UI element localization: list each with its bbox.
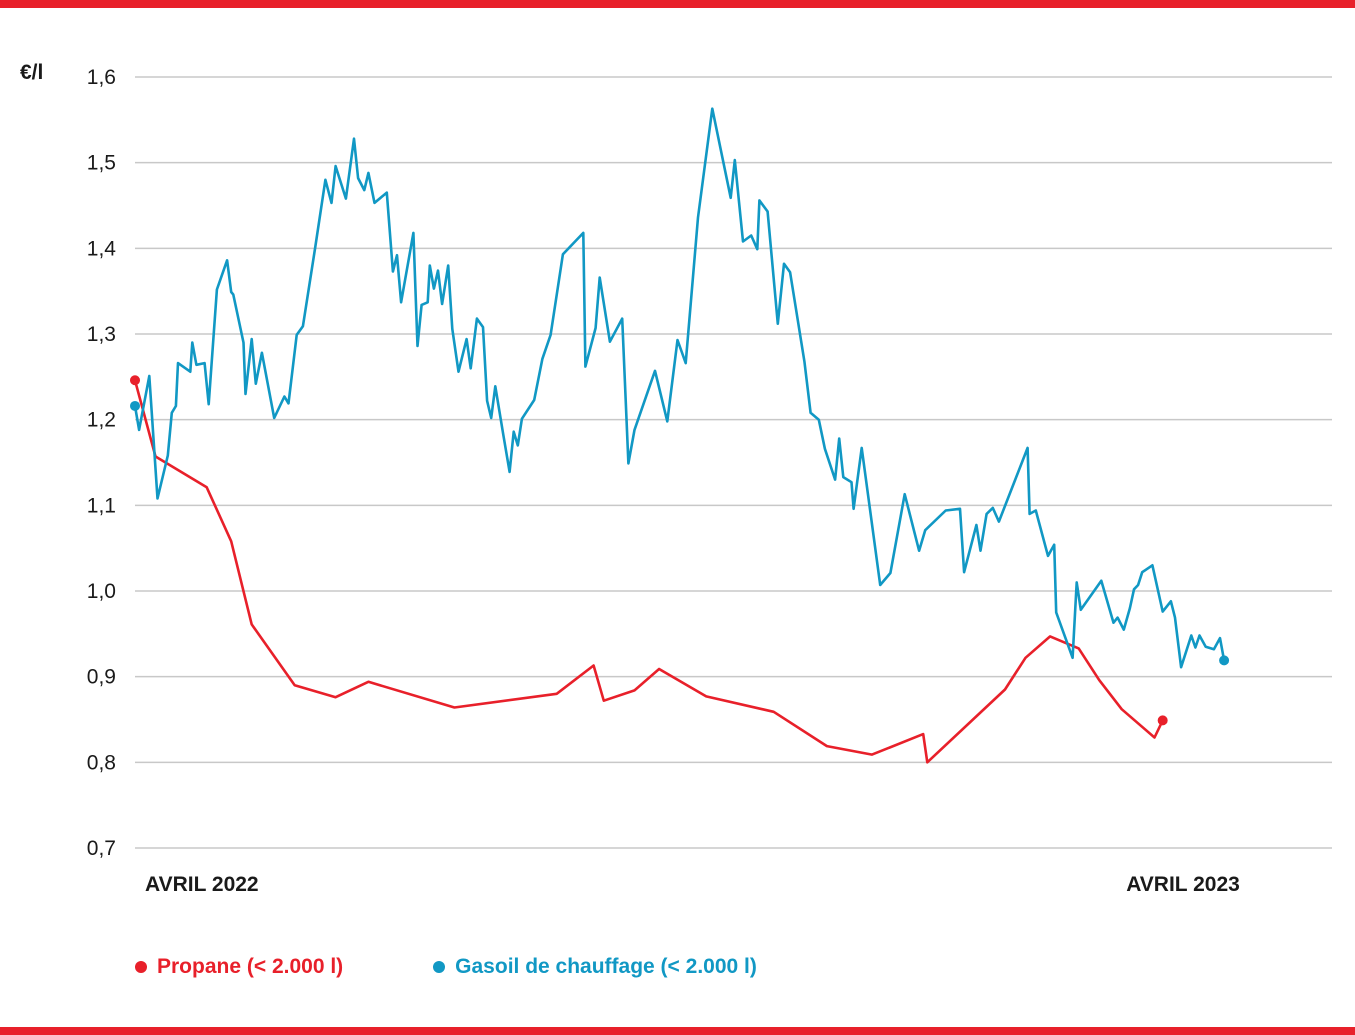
series-end-point (1157, 715, 1168, 726)
y-tick-label: 0,8 (87, 751, 116, 774)
y-tick-label: 1,1 (87, 494, 116, 517)
bottom-accent-rule (0, 1027, 1355, 1035)
series-start-point (130, 400, 140, 411)
series-end-point (1219, 655, 1230, 666)
x-axis-label: AVRIL 2022 (145, 873, 259, 896)
series-line-propane (133, 379, 1164, 764)
y-axis-ticks: 1,6 1,5 1,4 1,3 1,2 1,1 1,0 0,9 0,8 0,7 (87, 66, 117, 860)
legend-item-gasoil: Gasoil de chauffage (< 2.000 l) (433, 955, 757, 979)
y-axis-unit-label: €/l (20, 61, 43, 84)
price-line-chart: 1,6 1,5 1,4 1,3 1,2 1,1 1,0 0,9 0,8 0,7 €/l AVRIL… (20, 61, 1332, 896)
chart-legend: Propane (< 2.000 l) Gasoil de chauffage … (135, 955, 757, 979)
series-lines (130, 107, 1230, 764)
x-axis-labels: AVRIL 2022 AVRIL 2023 (145, 873, 1240, 896)
gridlines (135, 76, 1332, 849)
legend-dot-propane (135, 961, 147, 973)
legend-label-propane: Propane (< 2.000 l) (157, 955, 344, 978)
y-tick-label: 1,3 (87, 323, 116, 346)
y-tick-label: 1,5 (87, 152, 116, 175)
top-accent-rule (0, 0, 1355, 8)
y-tick-label: 1,2 (87, 409, 116, 432)
y-tick-label: 1,4 (87, 237, 117, 260)
legend-label-gasoil: Gasoil de chauffage (< 2.000 l) (455, 955, 757, 978)
series-line-gasoil (133, 107, 1226, 669)
legend-dot-gasoil (433, 961, 446, 973)
x-axis-label: AVRIL 2023 (1126, 873, 1240, 896)
y-tick-label: 1,6 (87, 66, 116, 89)
y-tick-label: 1,0 (87, 580, 116, 603)
y-tick-label: 0,7 (87, 837, 116, 860)
series-start-point (130, 375, 140, 386)
y-tick-label: 0,9 (87, 666, 116, 689)
legend-item-propane: Propane (< 2.000 l) (135, 955, 343, 979)
